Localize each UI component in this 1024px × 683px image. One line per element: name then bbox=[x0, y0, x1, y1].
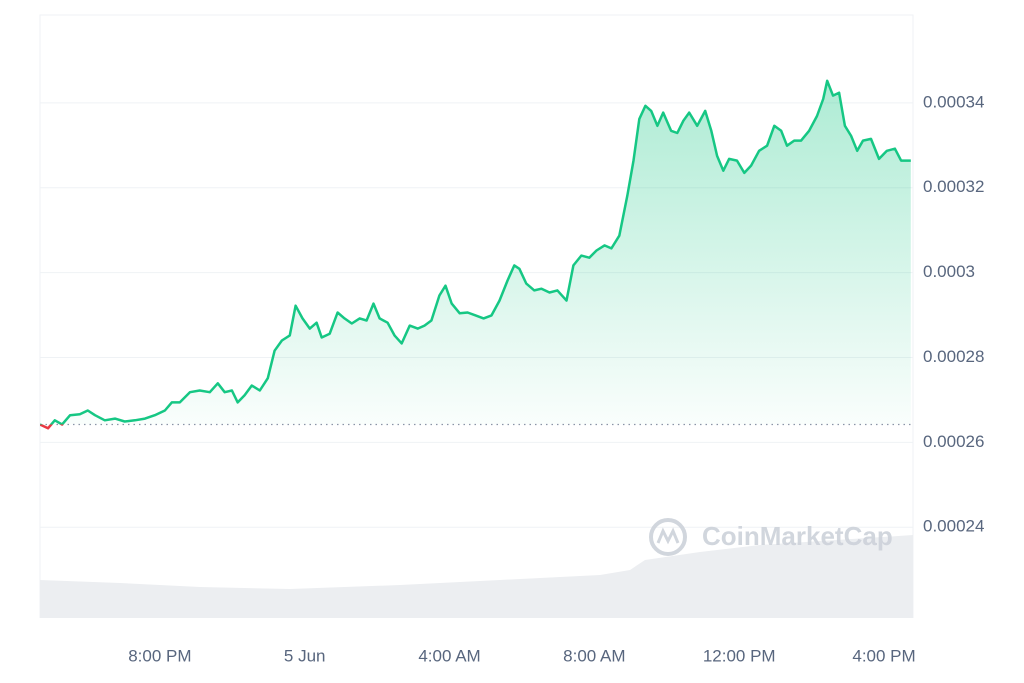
volume-area bbox=[40, 535, 913, 618]
price-area bbox=[51, 80, 911, 425]
y-tick-label: 0.00034 bbox=[923, 92, 984, 111]
price-line bbox=[40, 79, 911, 425]
watermark-logo-mark bbox=[656, 527, 680, 545]
y-tick-label: 0.00032 bbox=[923, 177, 984, 196]
watermark-text: CoinMarketCap bbox=[702, 521, 893, 551]
x-tick-label: 4:00 AM bbox=[418, 646, 480, 665]
y-tick-label: 0.0003 bbox=[923, 262, 975, 281]
x-tick-label: 4:00 PM bbox=[852, 646, 915, 665]
grid bbox=[40, 102, 913, 528]
watermark: CoinMarketCap bbox=[649, 518, 893, 556]
x-tick-label: 8:00 AM bbox=[563, 646, 625, 665]
y-tick-label: 0.00028 bbox=[923, 347, 984, 366]
watermark-logo bbox=[649, 518, 687, 556]
plot-frame bbox=[39, 14, 914, 618]
y-tick-label: 0.00026 bbox=[923, 432, 984, 451]
x-tick-label: 8:00 PM bbox=[128, 646, 191, 665]
x-tick-label: 5 Jun bbox=[284, 646, 326, 665]
x-tick-label: 12:00 PM bbox=[703, 646, 776, 665]
plot bbox=[40, 79, 913, 430]
y-tick-label: 0.00024 bbox=[923, 517, 984, 536]
